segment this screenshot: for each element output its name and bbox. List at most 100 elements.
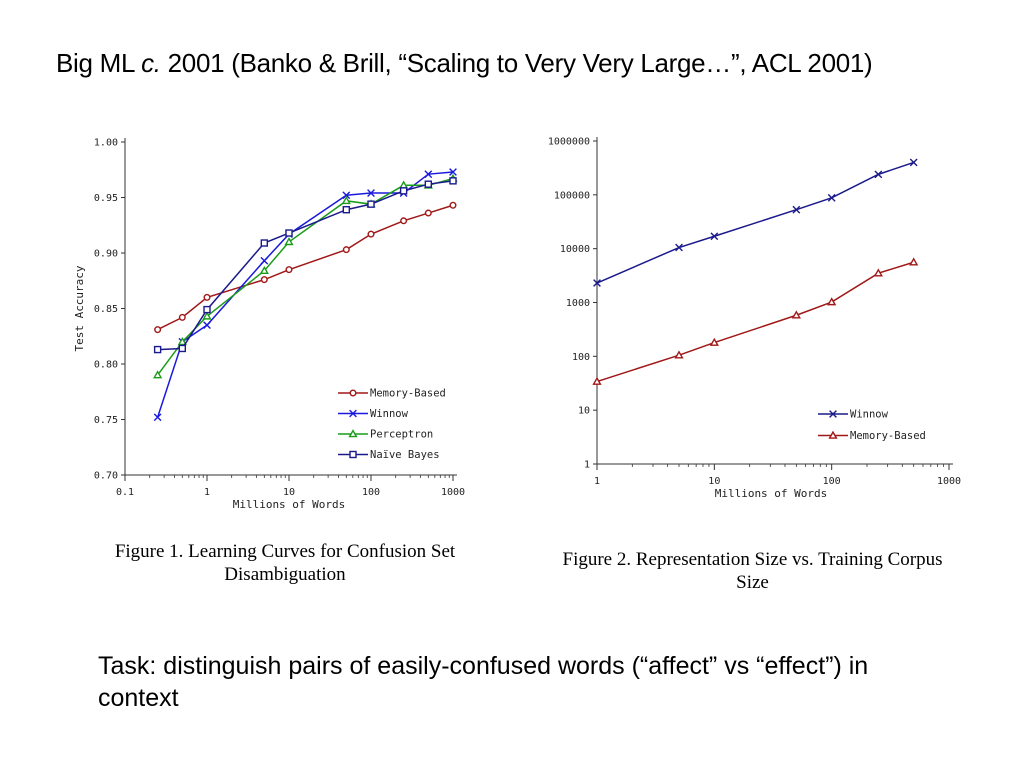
x-tick-label: 1000: [937, 476, 961, 487]
y-tick-label: 100: [572, 352, 590, 363]
data-point: [399, 187, 408, 195]
series-line-na-ve-bayes: [157, 180, 454, 351]
data-point: [153, 370, 163, 379]
figure-1-chart: 0.70 0.75 0.80 0.85 0.90 0.95 1.00 0.1 1 10 100 100…: [73, 138, 465, 512]
y-axis-title: Test Accuracy: [73, 265, 86, 351]
data-point: [203, 321, 211, 330]
data-point: [709, 337, 719, 346]
series-line-memory-based: [596, 261, 914, 383]
x-tick-label: 10: [708, 476, 720, 487]
legend-marker: [349, 450, 357, 459]
figure-1-caption: Figure 1. Learning Curves for Confusion …: [114, 541, 456, 585]
data-point: [153, 345, 162, 354]
data-point: [675, 243, 683, 252]
legend-label: Memory-Based: [370, 388, 446, 400]
data-point: [178, 344, 187, 353]
x-axis-title: Millions of Words: [233, 498, 346, 511]
y-tick-label: 0.70: [94, 471, 118, 482]
data-point: [593, 279, 601, 287]
series-line-memory-based: [157, 204, 454, 331]
data-point: [873, 268, 883, 277]
x-tick-label: 0.1: [116, 487, 134, 498]
y-tick-label: 100000: [554, 190, 590, 201]
data-point: [202, 311, 212, 320]
slide-title-pre: Big ML: [56, 48, 142, 78]
y-tick-label: 1.00: [94, 138, 118, 149]
x-tick-label: 1: [594, 476, 600, 487]
slide-title-italic: c.: [141, 48, 161, 78]
data-point: [260, 256, 269, 265]
data-point: [710, 232, 719, 241]
data-point: [909, 257, 919, 266]
data-point: [874, 170, 883, 179]
x-tick-label: 1: [204, 487, 210, 498]
data-point: [285, 229, 293, 237]
data-point: [367, 230, 375, 238]
legend-label: Winnow: [370, 408, 409, 420]
data-point: [342, 191, 351, 200]
y-tick-label: 10000: [560, 244, 590, 255]
data-point: [592, 376, 602, 385]
y-tick-label: 10: [578, 406, 590, 417]
slide-title-post: 2001 (Banko & Brill, “Scaling to Very Ve…: [160, 48, 873, 78]
data-point: [367, 200, 375, 208]
data-point: [342, 206, 351, 214]
y-tick-label: 0.75: [94, 415, 118, 426]
data-point: [341, 196, 351, 205]
figure-2-caption: Figure 2. Representation Size vs. Traini…: [562, 549, 943, 593]
y-tick-label: 0.80: [94, 360, 118, 371]
legend-marker: [348, 429, 358, 438]
series-line-winnow: [156, 171, 454, 418]
data-point: [424, 209, 432, 217]
data-point: [153, 413, 162, 422]
x-tick-label: 1000: [441, 487, 465, 498]
data-point: [260, 239, 269, 247]
legend-label: Memory-Based: [850, 430, 926, 442]
data-point: [177, 336, 187, 346]
data-point: [178, 313, 186, 321]
y-tick-label: 1000000: [548, 137, 590, 148]
legend-marker: [828, 430, 838, 439]
data-point: [399, 180, 409, 189]
y-tick-label: 0.95: [94, 193, 118, 204]
y-tick-label: 0.90: [94, 249, 118, 260]
series-line-winnow: [596, 161, 914, 284]
data-point: [284, 237, 294, 246]
data-point: [400, 217, 408, 225]
x-axis-title: Millions of Words: [715, 487, 828, 500]
legend-marker: [349, 389, 357, 397]
series-line-perceptron: [157, 177, 454, 376]
data-point: [154, 326, 162, 334]
data-point: [203, 305, 211, 314]
task-description: Task: distinguish pairs of easily-confus…: [98, 652, 869, 712]
data-point: [449, 201, 457, 209]
x-tick-label: 100: [823, 476, 841, 487]
data-point: [367, 189, 375, 197]
slide-title: Big ML c. 2001 (Banko & Brill, “Scaling …: [56, 48, 873, 79]
data-point: [424, 180, 433, 188]
legend-marker: [349, 409, 357, 418]
x-tick-label: 100: [362, 487, 380, 498]
y-tick-label: 1: [584, 460, 590, 471]
data-point: [791, 310, 801, 319]
data-point: [259, 265, 269, 275]
data-point: [424, 170, 433, 179]
y-tick-label: 1000: [566, 298, 590, 309]
data-point: [449, 168, 457, 176]
data-point: [449, 177, 457, 185]
data-point: [285, 266, 293, 274]
data-point: [827, 297, 837, 306]
y-tick-label: 0.85: [94, 304, 118, 315]
data-point: [909, 158, 918, 167]
legend-label: Winnow: [850, 409, 889, 421]
legend-label: Perceptron: [370, 429, 433, 441]
figure-2-chart: 1 10 100 1000 10000 100000 1000000 1 10 100 1000 Mi…: [548, 137, 961, 501]
data-point: [203, 293, 211, 301]
data-point: [674, 350, 684, 359]
data-point: [827, 193, 836, 202]
x-tick-label: 10: [283, 487, 295, 498]
data-point: [792, 205, 801, 214]
data-point: [260, 276, 268, 284]
legend-marker: [829, 410, 837, 418]
